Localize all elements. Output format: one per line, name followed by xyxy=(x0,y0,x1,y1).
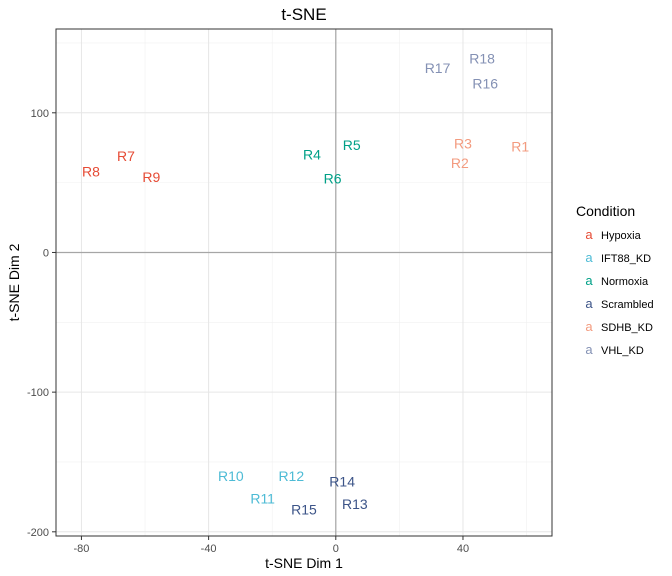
legend-label-scrambled: Scrambled xyxy=(601,299,654,311)
y-tick-label: -200 xyxy=(27,527,49,539)
point-label-r16: R16 xyxy=(472,75,498,91)
plot-border xyxy=(55,28,553,537)
point-label-r12: R12 xyxy=(278,468,304,484)
point-label-r5: R5 xyxy=(343,137,361,153)
legend-key-sdhb-kd: a xyxy=(585,319,593,334)
point-label-r11: R11 xyxy=(250,490,275,506)
point-label-r8: R8 xyxy=(82,163,100,179)
point-label-r14: R14 xyxy=(329,474,355,490)
x-axis-title: t-SNE Dim 1 xyxy=(265,555,343,571)
point-label-r9: R9 xyxy=(142,169,160,185)
legend-key-ift88-kd: a xyxy=(585,250,593,265)
point-label-r15: R15 xyxy=(291,501,317,517)
legend-label-normoxia: Normoxia xyxy=(601,276,649,288)
legend-label-sdhb-kd: SDHB_KD xyxy=(601,322,653,334)
y-tick-label: 100 xyxy=(31,108,49,120)
legend-key-vhl-kd: a xyxy=(585,342,593,357)
y-tick-label: 0 xyxy=(43,247,49,259)
legend-label-hypoxia: Hypoxia xyxy=(601,230,642,242)
y-tick-label: -100 xyxy=(27,387,49,399)
y-axis-title: t-SNE Dim 2 xyxy=(6,243,22,321)
x-tick-label: 0 xyxy=(333,543,339,555)
legend-label-vhl-kd: VHL_KD xyxy=(601,345,644,357)
point-label-r10: R10 xyxy=(218,468,244,484)
legend-label-ift88-kd: IFT88_KD xyxy=(601,253,651,265)
point-label-r3: R3 xyxy=(454,136,472,152)
point-label-r17: R17 xyxy=(425,60,451,76)
legend-title: Condition xyxy=(576,203,635,219)
point-label-r6: R6 xyxy=(324,170,342,186)
point-label-r1: R1 xyxy=(511,138,529,154)
x-tick-label: 40 xyxy=(457,543,469,555)
legend-key-normoxia: a xyxy=(585,273,593,288)
legend-key-hypoxia: a xyxy=(585,227,593,242)
point-label-r7: R7 xyxy=(117,148,135,164)
point-label-r18: R18 xyxy=(469,50,495,66)
point-label-r4: R4 xyxy=(303,147,321,163)
x-tick-label: -80 xyxy=(73,543,89,555)
point-label-r2: R2 xyxy=(451,155,469,171)
legend-key-scrambled: a xyxy=(585,296,593,311)
x-tick-label: -40 xyxy=(201,543,217,555)
chart-title: t-SNE xyxy=(281,5,326,24)
plot-panel xyxy=(56,29,552,536)
point-label-r13: R13 xyxy=(342,496,368,512)
